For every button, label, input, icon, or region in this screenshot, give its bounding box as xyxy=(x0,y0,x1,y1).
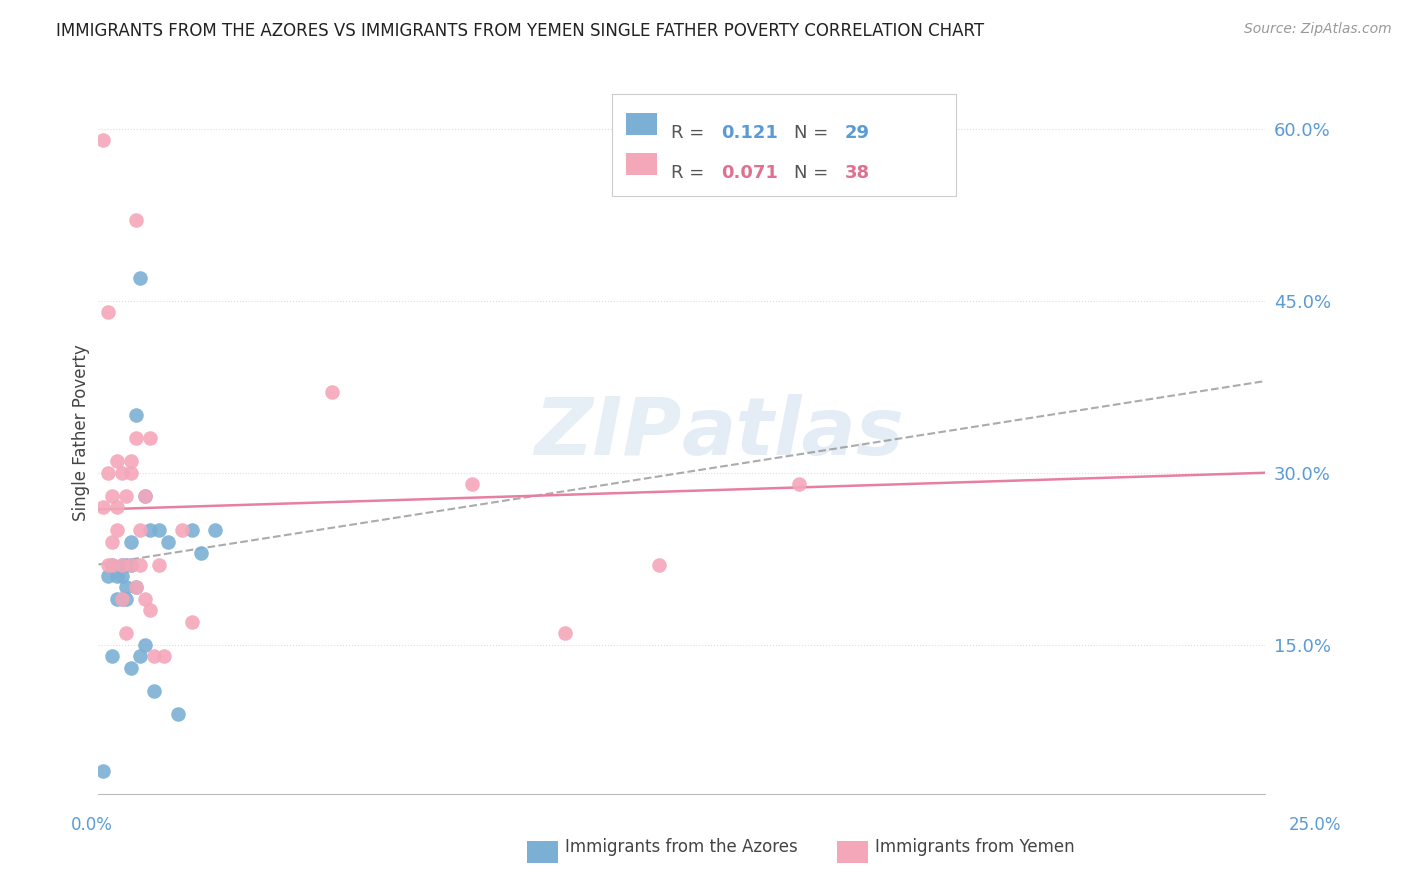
Point xyxy=(125,581,148,595)
Point xyxy=(461,477,484,491)
Text: 0.121: 0.121 xyxy=(721,124,778,142)
Point xyxy=(115,489,138,503)
Point xyxy=(129,558,152,572)
Point xyxy=(180,523,202,537)
Point xyxy=(129,523,152,537)
Point xyxy=(125,409,148,423)
Text: Immigrants from the Azores: Immigrants from the Azores xyxy=(565,838,799,856)
Point xyxy=(97,558,120,572)
Point xyxy=(125,213,148,227)
Point xyxy=(105,569,128,583)
Point xyxy=(787,477,810,491)
Point xyxy=(101,558,124,572)
Text: 25.0%: 25.0% xyxy=(1288,816,1341,834)
Point xyxy=(91,764,114,778)
Point xyxy=(111,569,134,583)
Point xyxy=(91,133,114,147)
Point xyxy=(115,581,138,595)
Text: Source: ZipAtlas.com: Source: ZipAtlas.com xyxy=(1244,22,1392,37)
Point xyxy=(139,603,162,617)
Point xyxy=(97,569,120,583)
Point xyxy=(321,385,343,400)
Point xyxy=(134,489,156,503)
Point xyxy=(125,581,148,595)
Point xyxy=(105,591,128,606)
Point xyxy=(101,534,124,549)
Point xyxy=(148,523,170,537)
Point xyxy=(120,558,142,572)
Point xyxy=(148,558,170,572)
Point xyxy=(91,500,114,515)
Point xyxy=(101,489,124,503)
Point xyxy=(111,558,134,572)
Point xyxy=(204,523,226,537)
Point xyxy=(134,591,156,606)
Text: Immigrants from Yemen: Immigrants from Yemen xyxy=(875,838,1074,856)
Point xyxy=(647,558,669,572)
Point xyxy=(111,591,134,606)
Point xyxy=(105,454,128,468)
Text: 0.0%: 0.0% xyxy=(70,816,112,834)
Point xyxy=(172,523,194,537)
Point xyxy=(166,706,188,721)
Point xyxy=(129,270,152,285)
Text: N =: N = xyxy=(794,164,834,182)
Point xyxy=(139,523,162,537)
Point xyxy=(134,638,156,652)
Text: 38: 38 xyxy=(845,164,870,182)
Point xyxy=(143,649,166,664)
Point xyxy=(120,661,142,675)
Point xyxy=(190,546,212,560)
Point xyxy=(554,626,576,640)
Point xyxy=(120,466,142,480)
Point xyxy=(97,466,120,480)
Text: atlas: atlas xyxy=(682,393,904,472)
Text: 29: 29 xyxy=(845,124,870,142)
Point xyxy=(105,500,128,515)
Y-axis label: Single Father Poverty: Single Father Poverty xyxy=(72,344,90,521)
Point xyxy=(180,615,202,629)
Point xyxy=(139,431,162,445)
Point xyxy=(97,305,120,319)
Text: N =: N = xyxy=(794,124,834,142)
Text: ZIP: ZIP xyxy=(534,393,682,472)
Point xyxy=(120,534,142,549)
Point xyxy=(101,558,124,572)
Point xyxy=(111,591,134,606)
Text: 0.071: 0.071 xyxy=(721,164,778,182)
Point xyxy=(152,649,174,664)
Point xyxy=(129,649,152,664)
Point xyxy=(157,534,180,549)
Point xyxy=(134,489,156,503)
Point xyxy=(120,454,142,468)
Point xyxy=(125,431,148,445)
Point xyxy=(115,558,138,572)
Point xyxy=(105,523,128,537)
Text: R =: R = xyxy=(671,124,710,142)
Text: R =: R = xyxy=(671,164,710,182)
Point xyxy=(143,683,166,698)
Point xyxy=(101,649,124,664)
Text: IMMIGRANTS FROM THE AZORES VS IMMIGRANTS FROM YEMEN SINGLE FATHER POVERTY CORREL: IMMIGRANTS FROM THE AZORES VS IMMIGRANTS… xyxy=(56,22,984,40)
Point xyxy=(111,466,134,480)
Point xyxy=(111,558,134,572)
Point xyxy=(115,591,138,606)
Point xyxy=(120,558,142,572)
Point xyxy=(115,626,138,640)
